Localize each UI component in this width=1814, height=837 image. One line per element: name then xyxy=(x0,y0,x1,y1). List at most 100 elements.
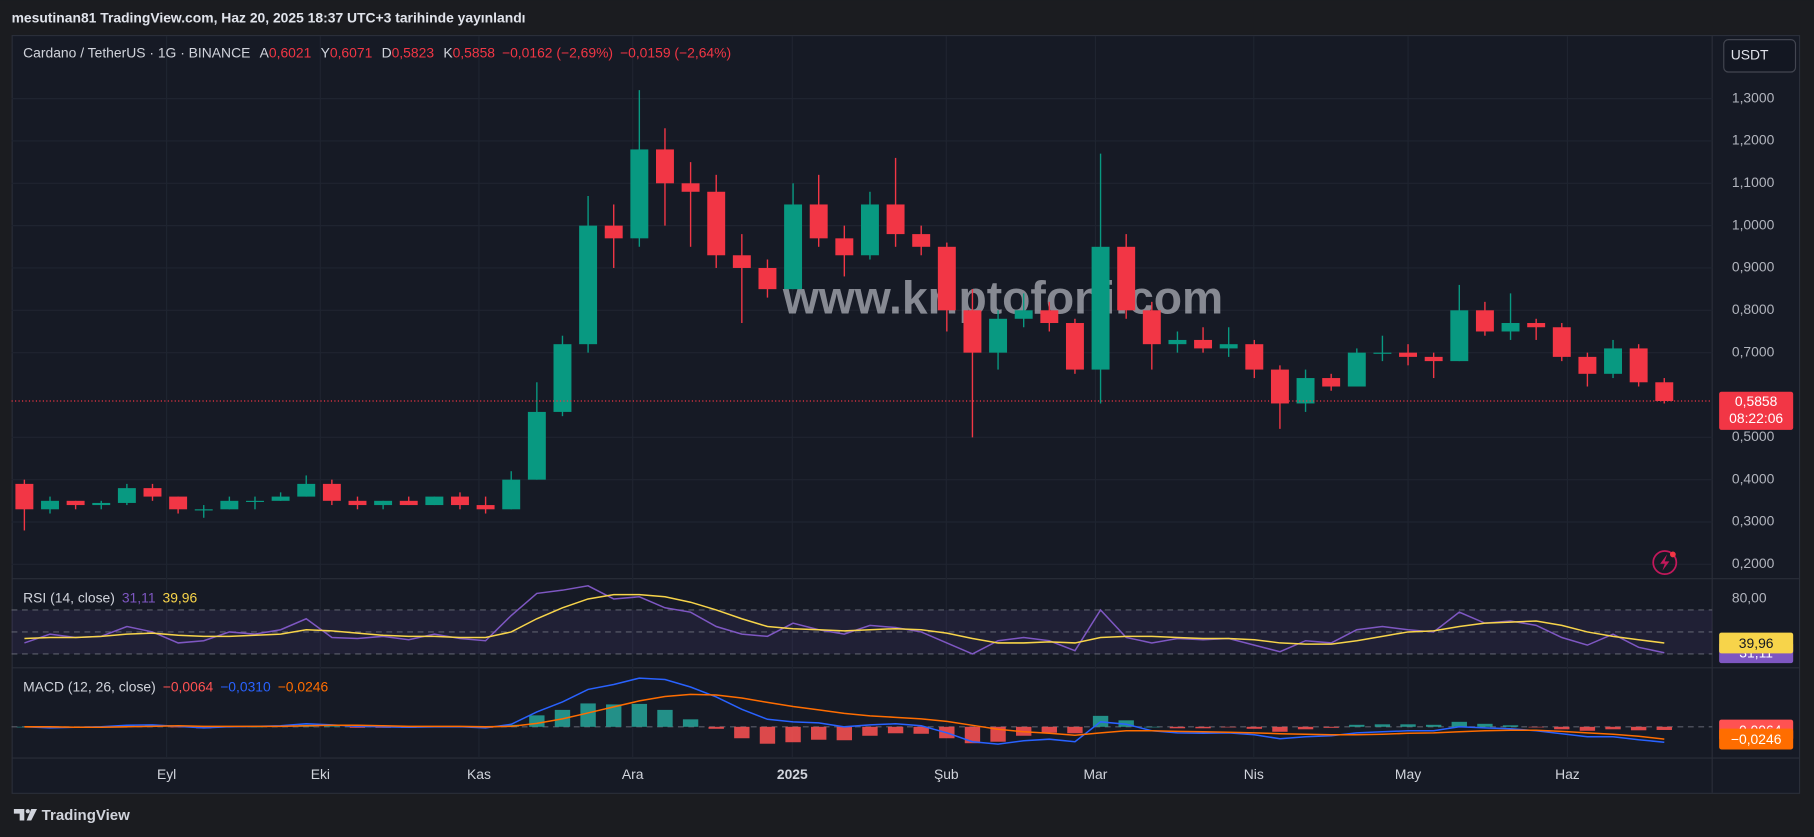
candle-body xyxy=(1194,339,1213,349)
candle-body xyxy=(1424,356,1443,362)
change-value: −0,0159 (−2,64%) xyxy=(620,44,731,60)
tradingview-logo xyxy=(13,808,38,821)
candle-body xyxy=(1142,310,1161,345)
candle-body xyxy=(169,496,188,510)
y-tick-label: 0,5000 xyxy=(1732,428,1775,444)
series-line xyxy=(24,677,1665,745)
series-line xyxy=(24,585,1665,655)
currency-button[interactable] xyxy=(1723,39,1797,73)
pane-title: MACD (12, 26, close) xyxy=(23,678,156,694)
histogram-bar xyxy=(1169,726,1186,729)
y-tick-label: 1,2000 xyxy=(1732,132,1775,148)
histogram-bar xyxy=(990,726,1006,742)
ohlc-key: K xyxy=(443,44,453,60)
last-price-box xyxy=(1719,391,1794,430)
candle-body xyxy=(1578,356,1597,374)
histogram-bar xyxy=(1195,726,1211,729)
histogram-bar xyxy=(887,726,904,734)
candle-body xyxy=(66,500,85,506)
candle-body xyxy=(1527,323,1546,328)
candle-body xyxy=(1604,348,1622,374)
histogram-bar xyxy=(16,726,33,728)
x-tick-label: Ara xyxy=(622,766,644,782)
y-tick-label: 0,9000 xyxy=(1732,259,1775,275)
alert-icon[interactable] xyxy=(1652,550,1678,575)
x-tick-label: Haz xyxy=(1555,766,1580,782)
logo-part xyxy=(13,808,25,821)
last-price-label: 0,5858 xyxy=(1735,393,1778,409)
candle-body xyxy=(1296,378,1315,404)
candle-body xyxy=(1347,352,1366,387)
alert-dot xyxy=(1669,551,1676,558)
histogram-bar xyxy=(349,726,366,728)
candle-body xyxy=(912,234,931,247)
histogram-bar xyxy=(1400,724,1416,727)
histogram-bar xyxy=(785,726,801,743)
histogram-bar xyxy=(1349,724,1365,727)
candle-body xyxy=(655,149,674,184)
x-tick-label: May xyxy=(1395,766,1421,782)
candle-body xyxy=(1014,310,1033,319)
candle-body xyxy=(399,500,418,506)
ohlc-value: 0,5823 xyxy=(392,44,435,60)
histogram-bar xyxy=(1656,726,1672,730)
histogram-bar xyxy=(836,726,853,741)
histogram-bar xyxy=(529,715,545,727)
candle-body xyxy=(758,267,777,290)
y-tick-label: 1,0000 xyxy=(1732,216,1775,232)
candle-body xyxy=(732,255,751,268)
pane-legend-value: 31,11 xyxy=(122,589,156,605)
series-last-label: −0,0246 xyxy=(1731,731,1782,747)
series-line xyxy=(24,693,1665,740)
candle-body xyxy=(553,344,572,412)
histogram-bar xyxy=(1246,726,1262,729)
histogram-bar xyxy=(734,726,750,739)
histogram-bar xyxy=(1528,726,1544,728)
candle-body xyxy=(502,479,521,510)
histogram-bar xyxy=(708,726,724,729)
ohlc-value: 0,6021 xyxy=(269,44,312,60)
layer-labels: Eyl Eki Kas Ara 2025 Şub Mar Nis May Haz 0,2000 0,3… xyxy=(23,39,1797,782)
candle-body xyxy=(15,483,34,510)
candle-body xyxy=(1270,369,1289,404)
candle-body xyxy=(1655,382,1674,401)
histogram-bar xyxy=(1502,725,1519,727)
candle-body xyxy=(835,238,854,256)
candle-body xyxy=(143,488,162,497)
pane-legend: RSI (14, close) 31,11 39,96 xyxy=(23,589,197,605)
candle-body xyxy=(886,204,905,235)
candle-body xyxy=(476,505,495,510)
histogram-bar xyxy=(657,709,673,727)
candle-body xyxy=(527,411,546,480)
histogram-bar xyxy=(1477,723,1493,727)
candle-body xyxy=(1501,323,1520,332)
histogram-bar xyxy=(964,726,981,744)
candle-body xyxy=(681,183,700,192)
candle-body xyxy=(1040,310,1059,324)
y-tick-label: 1,3000 xyxy=(1732,89,1775,105)
histogram-bar xyxy=(606,704,622,727)
candle-body xyxy=(322,483,341,501)
x-tick-label: Eyl xyxy=(157,766,176,782)
histogram-bar xyxy=(1451,721,1467,727)
candle-body xyxy=(809,204,828,239)
x-tick-label: Mar xyxy=(1083,766,1107,782)
histogram-bar xyxy=(1272,726,1288,732)
histogram-bar xyxy=(682,719,699,727)
histogram-bar xyxy=(1067,726,1083,734)
x-tick-label: Nis xyxy=(1244,766,1264,782)
candle-body xyxy=(1322,378,1341,387)
ohlc-key: Y xyxy=(321,44,330,60)
candle-body xyxy=(963,310,982,353)
x-tick-label: Şub xyxy=(934,766,959,782)
histogram-bar xyxy=(631,703,648,727)
candle-body xyxy=(451,496,469,506)
y-tick-label: 0,4000 xyxy=(1732,470,1775,486)
candle-body xyxy=(271,496,290,501)
histogram-bar xyxy=(580,703,596,727)
candle-body xyxy=(220,500,239,510)
histogram-bar xyxy=(1554,726,1570,730)
currency-label[interactable]: USDT xyxy=(1731,46,1769,62)
candle-body xyxy=(937,246,956,311)
